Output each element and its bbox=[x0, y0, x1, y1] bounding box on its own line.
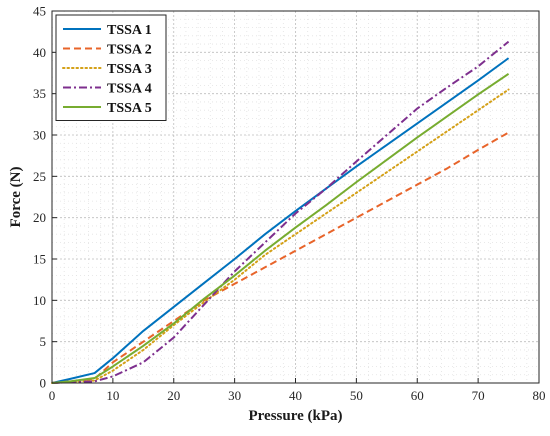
y-tick-label: 25 bbox=[33, 169, 46, 184]
y-tick-label: 20 bbox=[33, 210, 46, 225]
y-tick-label: 35 bbox=[33, 86, 46, 101]
series-line-3 bbox=[51, 88, 510, 384]
tick-labels: 0 10 20 30 40 50 60 70 80 0 5 10 15 20 25 30 35 40 45 bbox=[33, 4, 546, 404]
series-group bbox=[51, 40, 510, 384]
legend: TSSA 1 TSSA 2 TSSA 3 TSSA 4 TSSA 5 bbox=[55, 14, 167, 121]
x-tick-label: 30 bbox=[228, 388, 241, 403]
series-line-2 bbox=[51, 131, 510, 384]
x-tick-label: 80 bbox=[533, 388, 546, 403]
y-tick-label: 40 bbox=[33, 45, 46, 60]
y-tick-label: 30 bbox=[33, 128, 46, 143]
x-tick-label: 60 bbox=[411, 388, 424, 403]
series-line-1 bbox=[51, 57, 510, 384]
y-axis-title: Force (N) bbox=[8, 167, 24, 228]
x-tick-label: 50 bbox=[350, 388, 363, 403]
x-tick-label: 70 bbox=[472, 388, 485, 403]
series-line-4 bbox=[51, 40, 510, 384]
x-tick-label: 40 bbox=[289, 388, 302, 403]
series-line-5 bbox=[51, 73, 510, 384]
legend-label-2: TSSA 2 bbox=[107, 43, 152, 58]
x-tick-label: 0 bbox=[49, 388, 56, 403]
y-tick-label: 15 bbox=[33, 252, 46, 267]
y-tick-label: 45 bbox=[33, 4, 46, 19]
legend-label-4: TSSA 4 bbox=[107, 82, 152, 97]
legend-label-5: TSSA 5 bbox=[107, 101, 152, 116]
y-tick-label: 5 bbox=[40, 334, 47, 349]
legend-label-1: TSSA 1 bbox=[107, 23, 152, 38]
x-axis-title: Pressure (kPa) bbox=[248, 408, 342, 424]
y-tick-label: 10 bbox=[33, 293, 46, 308]
x-tick-label: 20 bbox=[167, 388, 180, 403]
x-tick-label: 10 bbox=[106, 388, 119, 403]
legend-label-3: TSSA 3 bbox=[107, 62, 152, 77]
y-tick-label: 0 bbox=[40, 376, 47, 391]
